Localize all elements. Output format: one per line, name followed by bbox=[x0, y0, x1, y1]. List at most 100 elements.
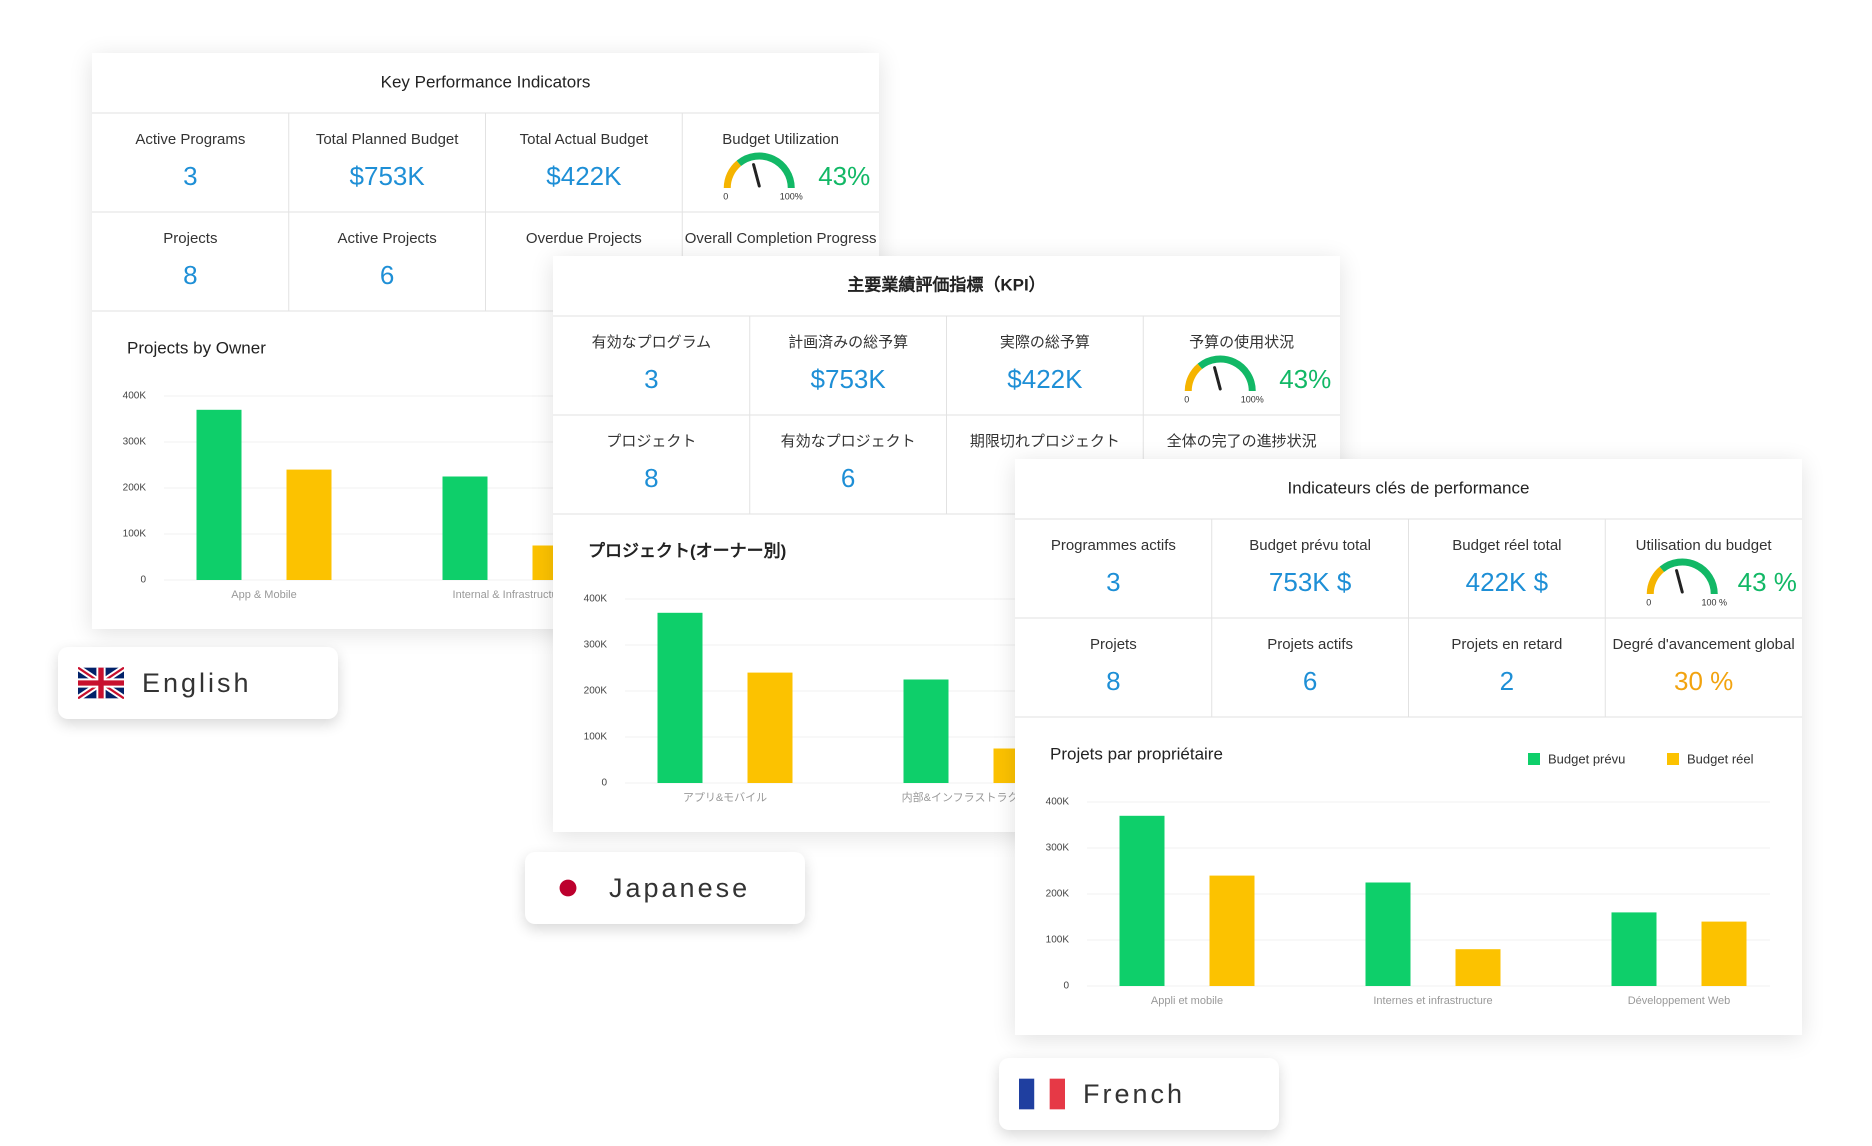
kpi-card: Indicateurs clés de performance Programme… bbox=[1015, 459, 1802, 1035]
kpi-label: Total Actual Budget bbox=[520, 131, 649, 148]
kpi-value: 8 bbox=[644, 463, 658, 493]
kpi-label: Projects bbox=[163, 230, 217, 247]
kpi-label: 有効なプログラム bbox=[592, 334, 712, 351]
kpi-value: 6 bbox=[1303, 666, 1317, 696]
legend-label: Budget réel bbox=[1687, 751, 1754, 766]
bar bbox=[657, 612, 703, 783]
card-canvas: Indicateurs clés de performance Programme… bbox=[1015, 478, 1802, 1007]
kpi-label: Total Planned Budget bbox=[316, 131, 459, 148]
bar bbox=[442, 476, 488, 580]
language-badge[interactable]: English bbox=[58, 647, 338, 719]
flag-france bbox=[1019, 1078, 1065, 1110]
kpi-value: 3 bbox=[183, 161, 197, 191]
gauge-arc bbox=[723, 160, 742, 189]
flag-japan bbox=[545, 872, 591, 904]
kpi-label: 予算の使用状況 bbox=[1189, 333, 1294, 351]
kpi-label: Utilisation du budget bbox=[1636, 537, 1773, 554]
x-tick-label: Internal & Infrastructure bbox=[453, 589, 568, 601]
legend-label: Budget prévu bbox=[1548, 751, 1625, 766]
x-tick-label: 内部&インフラストラクチャ bbox=[902, 790, 1041, 804]
badge-label: English bbox=[142, 667, 252, 698]
legend-swatch bbox=[1528, 753, 1540, 765]
gauge-min: 0 bbox=[723, 191, 728, 201]
x-tick-label: App & Mobile bbox=[231, 589, 296, 601]
kpi-value: 6 bbox=[380, 260, 394, 290]
kpi-value: 8 bbox=[1106, 666, 1120, 696]
y-tick-label: 400K bbox=[1046, 797, 1070, 808]
y-tick-label: 200K bbox=[123, 483, 147, 494]
gauge-needle bbox=[1675, 569, 1684, 594]
bar-chart: Projects by Owner 0 100K 200K 300K 400K App & … bbox=[123, 338, 847, 601]
kpi-value: $753K bbox=[350, 161, 426, 191]
kpi-value: 43 % bbox=[1738, 567, 1797, 597]
kpi-label: Budget Utilization bbox=[722, 131, 839, 148]
gauge-max: 100% bbox=[780, 191, 803, 201]
kpi-label: Projets bbox=[1090, 636, 1137, 653]
bar bbox=[1701, 921, 1747, 986]
gauge-min: 0 bbox=[1184, 394, 1189, 404]
kpi-value: 3 bbox=[1106, 567, 1120, 597]
y-tick-label: 100K bbox=[123, 529, 147, 540]
kpi-label: Active Projects bbox=[338, 230, 437, 247]
y-tick-label: 200K bbox=[584, 686, 608, 697]
kpi-label: Degré d'avancement global bbox=[1613, 636, 1795, 653]
kpi-label: Active Programs bbox=[135, 131, 245, 148]
card-canvas: Key Performance Indicators Active Program… bbox=[92, 72, 879, 601]
y-tick-label: 100K bbox=[1046, 935, 1070, 946]
kpi-value: 43% bbox=[1279, 364, 1331, 394]
bar bbox=[747, 672, 793, 783]
kpi-value: 422K $ bbox=[1466, 567, 1549, 597]
badge-label: French bbox=[1083, 1078, 1186, 1109]
kpi-value: $753K bbox=[811, 364, 887, 394]
x-tick-label: Développement Web bbox=[1628, 995, 1731, 1007]
kpi-label: Projets actifs bbox=[1267, 636, 1353, 653]
bar bbox=[1365, 882, 1411, 986]
kpi-label: 全体の完了の進捗状況 bbox=[1167, 432, 1317, 450]
kpi-label: 計画済みの総予算 bbox=[788, 333, 908, 351]
card-title: 主要業績評価指標（KPI） bbox=[847, 274, 1045, 294]
kpi-value: 753K $ bbox=[1269, 567, 1352, 597]
kpi-value: $422K bbox=[1007, 364, 1083, 394]
kpi-value: 43% bbox=[818, 161, 870, 191]
language-badge[interactable]: Japanese bbox=[525, 852, 805, 924]
gauge-arc bbox=[1184, 363, 1203, 392]
language-badge[interactable]: French bbox=[999, 1058, 1279, 1130]
bar bbox=[286, 469, 332, 580]
y-tick-label: 100K bbox=[584, 732, 608, 743]
kpi-label: Projets en retard bbox=[1451, 636, 1562, 653]
kpi-value: 3 bbox=[644, 364, 658, 394]
kpi-label: 有効なプロジェクト bbox=[781, 433, 916, 450]
gauge-arc bbox=[1646, 566, 1665, 595]
chart-title: プロジェクト(オーナー別) bbox=[588, 540, 786, 560]
kpi-label: 実際の総予算 bbox=[1000, 333, 1090, 351]
kpi-value: 2 bbox=[1500, 666, 1514, 696]
gauge-arc bbox=[1659, 558, 1718, 595]
kpi-label: Overdue Projects bbox=[526, 230, 642, 247]
y-tick-label: 400K bbox=[123, 391, 147, 402]
y-tick-label: 300K bbox=[584, 640, 608, 651]
card-title: Key Performance Indicators bbox=[381, 72, 591, 91]
gauge-max: 100% bbox=[1241, 394, 1264, 404]
bar bbox=[903, 679, 949, 783]
gauge-needle bbox=[1213, 366, 1222, 391]
bar bbox=[196, 409, 242, 580]
x-tick-label: Appli et mobile bbox=[1151, 995, 1223, 1007]
kpi-value: 6 bbox=[841, 463, 855, 493]
x-tick-label: Internes et infrastructure bbox=[1373, 995, 1492, 1007]
bar bbox=[1611, 912, 1657, 986]
gauge-min: 0 bbox=[1646, 597, 1651, 607]
bar-chart: Projets par propriétaire 0 100K 200K 300K 400… bbox=[1046, 744, 1770, 1007]
y-tick-label: 0 bbox=[140, 575, 146, 586]
y-tick-label: 300K bbox=[123, 437, 147, 448]
y-tick-label: 300K bbox=[1046, 843, 1070, 854]
kpi-label: Programmes actifs bbox=[1051, 537, 1176, 554]
gauge-arc bbox=[1197, 355, 1256, 392]
gauge-max: 100 % bbox=[1701, 597, 1727, 607]
bar bbox=[1119, 815, 1165, 986]
kpi-label: Budget prévu total bbox=[1249, 537, 1371, 554]
badge-label: Japanese bbox=[609, 872, 751, 903]
chart-title: Projects by Owner bbox=[127, 338, 266, 357]
bar bbox=[1209, 875, 1255, 986]
kpi-value: 8 bbox=[183, 260, 197, 290]
